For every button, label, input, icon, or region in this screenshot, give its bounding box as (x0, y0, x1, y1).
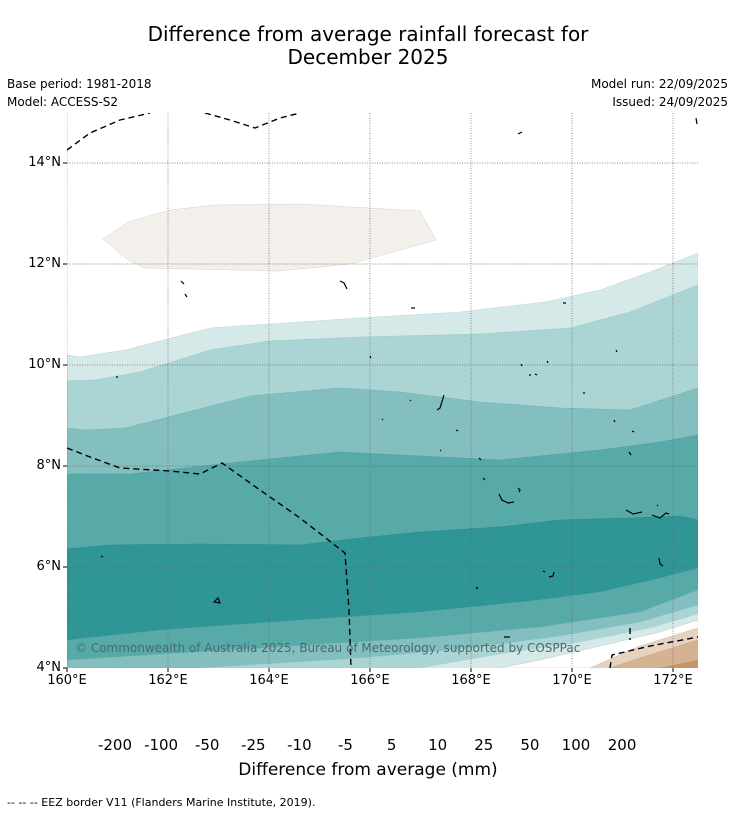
meta-left: Base period: 1981-2018 Model: ACCESS-S2 (7, 75, 152, 111)
copyright-notice: © Commonwealth of Australia 2025, Bureau… (75, 641, 581, 655)
lat-label-4n: 4°N (36, 660, 62, 675)
rainfall-map (63, 113, 698, 672)
lon-label-166e: 166°E (350, 673, 390, 688)
colorbar-tick-label: -10 (287, 736, 312, 754)
colorbar-tick-label: -100 (144, 736, 179, 754)
lon-label-160e: 160°E (47, 673, 87, 688)
colorbar-tick-label: 5 (386, 736, 397, 754)
model-name: Model: ACCESS-S2 (7, 95, 119, 109)
lat-label-6n: 6°N (36, 559, 62, 574)
colorbar-title: Difference from average (mm) (238, 760, 498, 780)
lat-label-12n: 12°N (28, 256, 61, 271)
colorbar-tick-label: 200 (607, 736, 637, 754)
contour-south-dry-50 (660, 660, 698, 668)
colorbar-tick-label: -200 (97, 736, 133, 754)
axis-ticks (63, 162, 674, 672)
colorbar-tick-label: -25 (241, 736, 266, 754)
colorbar-tick-label: -5 (338, 736, 353, 754)
islands (100, 117, 698, 638)
lon-label-164e: 164°E (249, 673, 289, 688)
colorbar-tick-label: 10 (428, 736, 448, 754)
meta-right: Model run: 22/09/2025 Issued: 24/09/2025 (591, 75, 728, 111)
lat-label-14n: 14°N (28, 155, 61, 170)
colorbar-tick-label: -50 (194, 736, 220, 754)
model-run: Model run: 22/09/2025 (590, 77, 728, 91)
colorbar-tick-label: 100 (561, 736, 591, 754)
lon-label-170e: 170°E (552, 673, 592, 688)
colorbar-tick-label: 50 (520, 736, 540, 754)
graticule (67, 113, 698, 668)
contour-neutral-patch (102, 203, 437, 272)
eez-footnote: -- -- -- EEZ border V11 (Flanders Marine… (7, 796, 316, 809)
lon-label-162e: 162°E (148, 673, 188, 688)
contour-south-dry-25 (609, 639, 698, 668)
lon-label-172e: 172°E (653, 673, 693, 688)
lat-label-10n: 10°N (28, 357, 61, 372)
eez-borders (67, 113, 698, 668)
map-title-line1: Difference from average rainfall forecas… (147, 22, 589, 46)
map-title-line2: December 2025 (287, 45, 449, 69)
map-area (67, 113, 698, 668)
issued-date: Issued: 24/09/2025 (612, 95, 728, 109)
lon-label-168e: 168°E (451, 673, 491, 688)
colorbar-tick-label: 25 (474, 736, 494, 754)
lat-label-8n: 8°N (36, 458, 62, 473)
base-period: Base period: 1981-2018 (7, 77, 152, 91)
